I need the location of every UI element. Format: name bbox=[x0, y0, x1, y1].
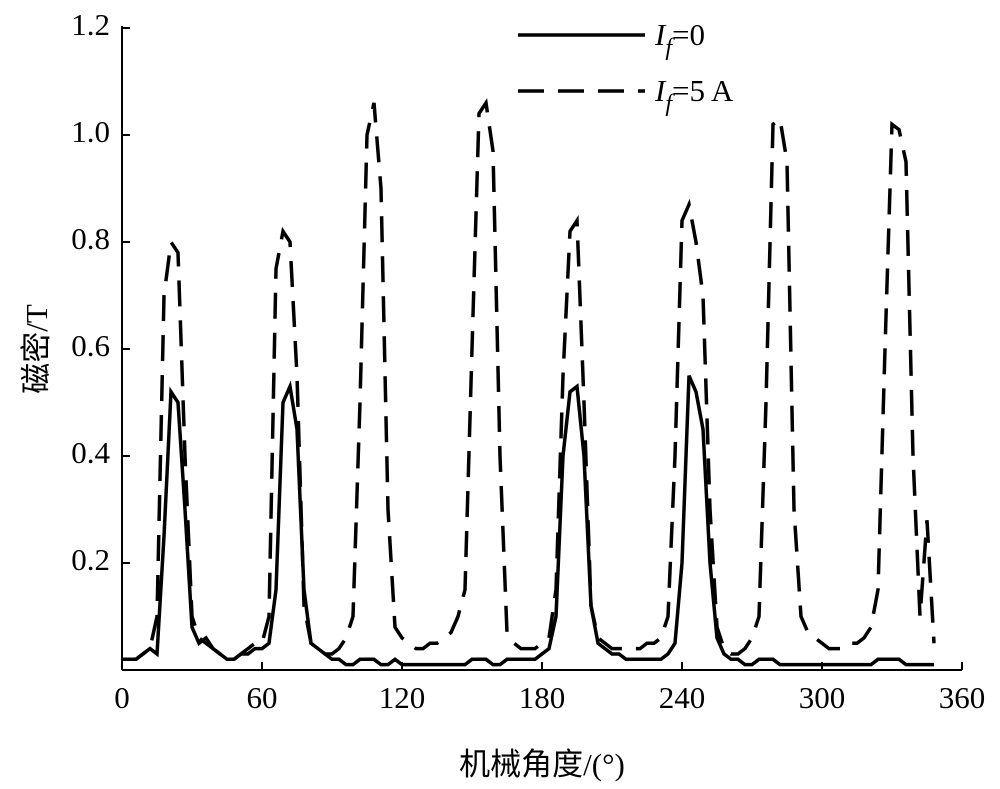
x-tick-label: 0 bbox=[114, 680, 130, 715]
x-tick-label: 180 bbox=[519, 680, 566, 715]
data-line bbox=[122, 375, 934, 667]
x-tick-label: 240 bbox=[659, 680, 706, 715]
data-line bbox=[122, 98, 936, 662]
y-tick-label: 0.2 bbox=[71, 542, 110, 577]
x-tick-label: 60 bbox=[247, 680, 278, 715]
x-tick-label: 120 bbox=[379, 680, 426, 715]
x-tick-label: 300 bbox=[799, 680, 846, 715]
y-tick-label: 0.4 bbox=[71, 435, 110, 470]
y-tick-label: 1.2 bbox=[71, 7, 110, 42]
y-tick-label: 0.6 bbox=[71, 328, 110, 363]
x-axis-label: 机械角度/(°) bbox=[459, 747, 625, 782]
x-tick-label: 360 bbox=[939, 680, 986, 715]
legend-label: If=5 A bbox=[654, 73, 734, 117]
y-axis-label: 磁密/T bbox=[19, 304, 54, 394]
y-tick-label: 0.8 bbox=[71, 221, 110, 256]
y-tick-label: 1.0 bbox=[71, 114, 110, 149]
legend-label: If=0 bbox=[654, 17, 705, 61]
